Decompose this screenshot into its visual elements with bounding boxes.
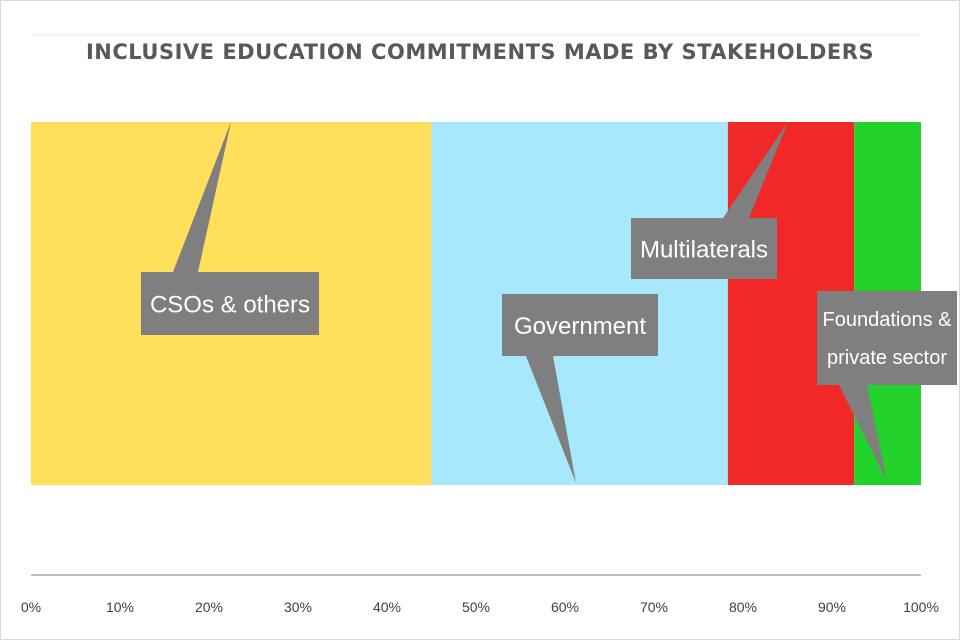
x-tick-label: 80% xyxy=(729,599,757,615)
callout-pointer xyxy=(173,122,231,272)
x-axis-ticks: 0% 10% 20% 30% 40% 50% 60% 70% 80% 90% 100% xyxy=(21,599,939,615)
chart-title: INCLUSIVE EDUCATION COMMITMENTS MADE BY … xyxy=(86,40,874,64)
callout-csos-and-others: CSOs & others xyxy=(141,122,319,335)
callout-label: Foundations & xyxy=(823,309,953,331)
callout-label: Multilaterals xyxy=(640,237,768,264)
callout-box xyxy=(141,272,319,335)
x-tick-label: 40% xyxy=(373,599,401,615)
callout-pointer xyxy=(526,356,576,483)
callout-label: Government xyxy=(514,313,646,340)
callout-label: CSOs & others xyxy=(150,292,310,319)
x-tick-label: 0% xyxy=(21,599,41,615)
callout-box xyxy=(502,294,658,356)
callouts-layer: CSOs & others Government Multilaterals Foun… xyxy=(141,122,957,483)
callout-box xyxy=(631,218,777,279)
x-tick-label: 20% xyxy=(195,599,223,615)
x-tick-label: 60% xyxy=(551,599,579,615)
callout-multilaterals: Multilaterals xyxy=(631,122,788,279)
callout-foundations-and-private-sector: Foundations & private sector xyxy=(817,291,957,481)
x-tick-label: 100% xyxy=(903,599,939,615)
callout-label: private sector xyxy=(827,347,947,369)
x-tick-label: 50% xyxy=(462,599,490,615)
callout-pointer xyxy=(723,122,788,218)
x-tick-label: 90% xyxy=(818,599,846,615)
x-tick-label: 10% xyxy=(106,599,134,615)
x-tick-label: 70% xyxy=(640,599,668,615)
callout-government: Government xyxy=(502,294,658,483)
x-tick-label: 30% xyxy=(284,599,312,615)
callout-pointer xyxy=(839,385,887,481)
callout-box xyxy=(817,291,957,385)
